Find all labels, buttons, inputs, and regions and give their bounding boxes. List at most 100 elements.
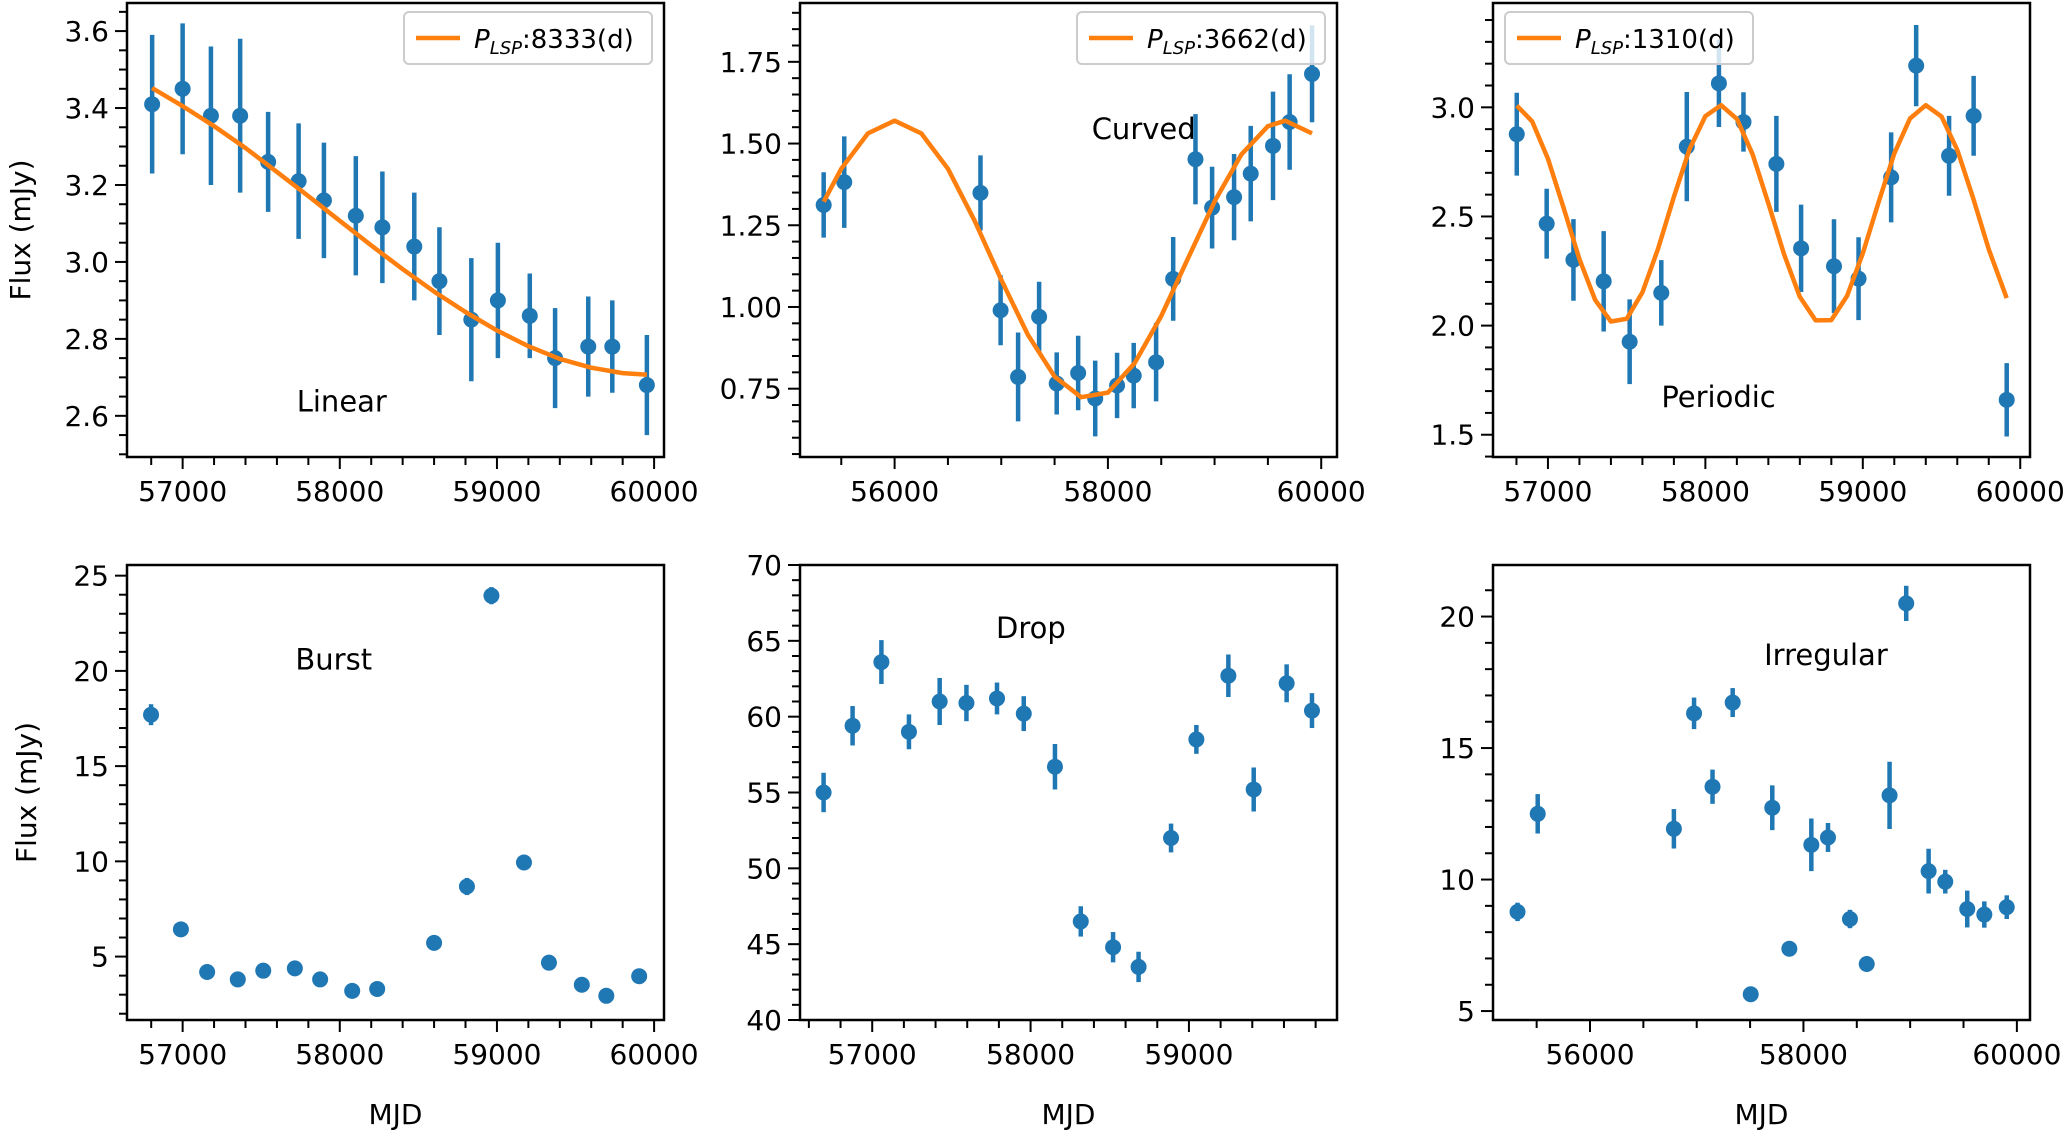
y-tick-label: 1.75 (720, 46, 782, 79)
axes-frame (798, 563, 1339, 1022)
data-marker (1187, 151, 1204, 168)
x-tick-label: 59000 (452, 475, 541, 508)
y-tick-label: 5 (91, 941, 109, 974)
data-marker (815, 784, 832, 801)
data-marker (1764, 799, 1781, 816)
data-marker (1226, 189, 1243, 206)
data-point (1148, 322, 1165, 402)
data-marker (1621, 333, 1638, 350)
data-marker (1665, 820, 1682, 837)
data-point (174, 23, 191, 155)
panel-annotation: Irregular (1764, 638, 1888, 672)
data-point (458, 877, 475, 896)
legend-subscript: LSP (1591, 38, 1623, 59)
data-point (1220, 654, 1237, 697)
data-point (580, 296, 597, 397)
data-marker (1976, 906, 1993, 923)
data-point (992, 275, 1009, 346)
data-point (1768, 115, 1785, 212)
data-point (1803, 818, 1820, 872)
data-marker (1920, 863, 1937, 880)
data-point (369, 980, 386, 997)
x-axis-label: MJD (1735, 1098, 1789, 1131)
x-tick-label: 57000 (138, 1038, 227, 1071)
data-point (406, 192, 423, 301)
data-marker (1941, 147, 1958, 164)
data-marker (199, 964, 216, 981)
data-marker (1105, 939, 1122, 956)
data-point (374, 171, 391, 284)
data-point (1841, 909, 1858, 929)
data-point (631, 968, 648, 985)
data-marker (1710, 75, 1727, 92)
data-point (1130, 951, 1147, 983)
legend-label: PLSP:8333(d) (474, 25, 634, 59)
data-marker (1965, 107, 1982, 124)
x-tick-label: 57000 (828, 1038, 917, 1071)
data-point (573, 976, 590, 993)
data-point (1781, 940, 1798, 957)
data-marker (406, 238, 423, 255)
y-axis-label: Flux (mJy) (4, 159, 37, 300)
y-axis-label: Flux (mJy) (10, 722, 43, 863)
legend-label: PLSP:1310(d) (1575, 25, 1735, 59)
legend-box (1076, 11, 1326, 65)
data-marker (1070, 364, 1087, 381)
data-marker (598, 987, 615, 1004)
data-marker (172, 921, 189, 938)
x-axis-label: MJD (369, 1098, 423, 1131)
x-tick-label: 56000 (850, 475, 939, 508)
y-tick-label: 65 (746, 625, 782, 658)
data-point (1046, 743, 1063, 790)
data-point (1653, 260, 1670, 326)
y-tick-label: 10 (1439, 864, 1475, 897)
y-tick-label: 2.5 (1430, 200, 1475, 233)
data-marker (431, 273, 448, 290)
x-tick-label: 56000 (1545, 1038, 1634, 1071)
x-tick-label: 60000 (1976, 475, 2065, 508)
data-point (483, 587, 500, 605)
data-marker (1803, 836, 1820, 853)
data-marker (1072, 913, 1089, 930)
data-point (1965, 75, 1982, 156)
data-marker (815, 196, 832, 213)
data-marker (286, 960, 303, 977)
data-marker (580, 338, 597, 355)
data-marker (174, 80, 191, 97)
data-marker (844, 717, 861, 734)
legend-symbol: P (474, 25, 490, 55)
data-point (540, 954, 557, 971)
legend-value: :8333(d) (522, 25, 634, 55)
data-marker (1704, 778, 1721, 795)
x-tick-label: 58000 (295, 1038, 384, 1071)
y-tick-label: 15 (1439, 732, 1475, 765)
y-tick-label: 3.2 (64, 169, 109, 202)
data-point (1825, 219, 1842, 314)
data-point (1509, 902, 1526, 922)
data-point (1187, 114, 1204, 205)
data-point (1245, 767, 1262, 812)
data-point (900, 714, 917, 750)
data-marker (1130, 958, 1147, 975)
y-tick-label: 50 (746, 852, 782, 885)
y-tick-label: 10 (73, 845, 109, 878)
x-tick-label: 58000 (986, 1038, 1075, 1071)
x-tick-label: 58000 (1063, 475, 1152, 508)
data-point (515, 854, 532, 871)
data-marker (1819, 829, 1836, 846)
data-point (1858, 955, 1875, 972)
data-point (638, 335, 655, 436)
data-point (143, 704, 160, 726)
data-point (1508, 92, 1525, 176)
data-marker (1304, 65, 1321, 82)
data-point (1072, 906, 1089, 937)
data-marker (1959, 901, 1976, 918)
data-marker (515, 854, 532, 871)
data-marker (369, 980, 386, 997)
data-point (1188, 725, 1205, 754)
data-point (1976, 901, 1993, 928)
plot-area (1509, 585, 2015, 1003)
y-tick-label: 3.0 (1430, 91, 1475, 124)
legend-subscript: LSP (1163, 38, 1195, 59)
x-tick-label: 58000 (1661, 475, 1750, 508)
